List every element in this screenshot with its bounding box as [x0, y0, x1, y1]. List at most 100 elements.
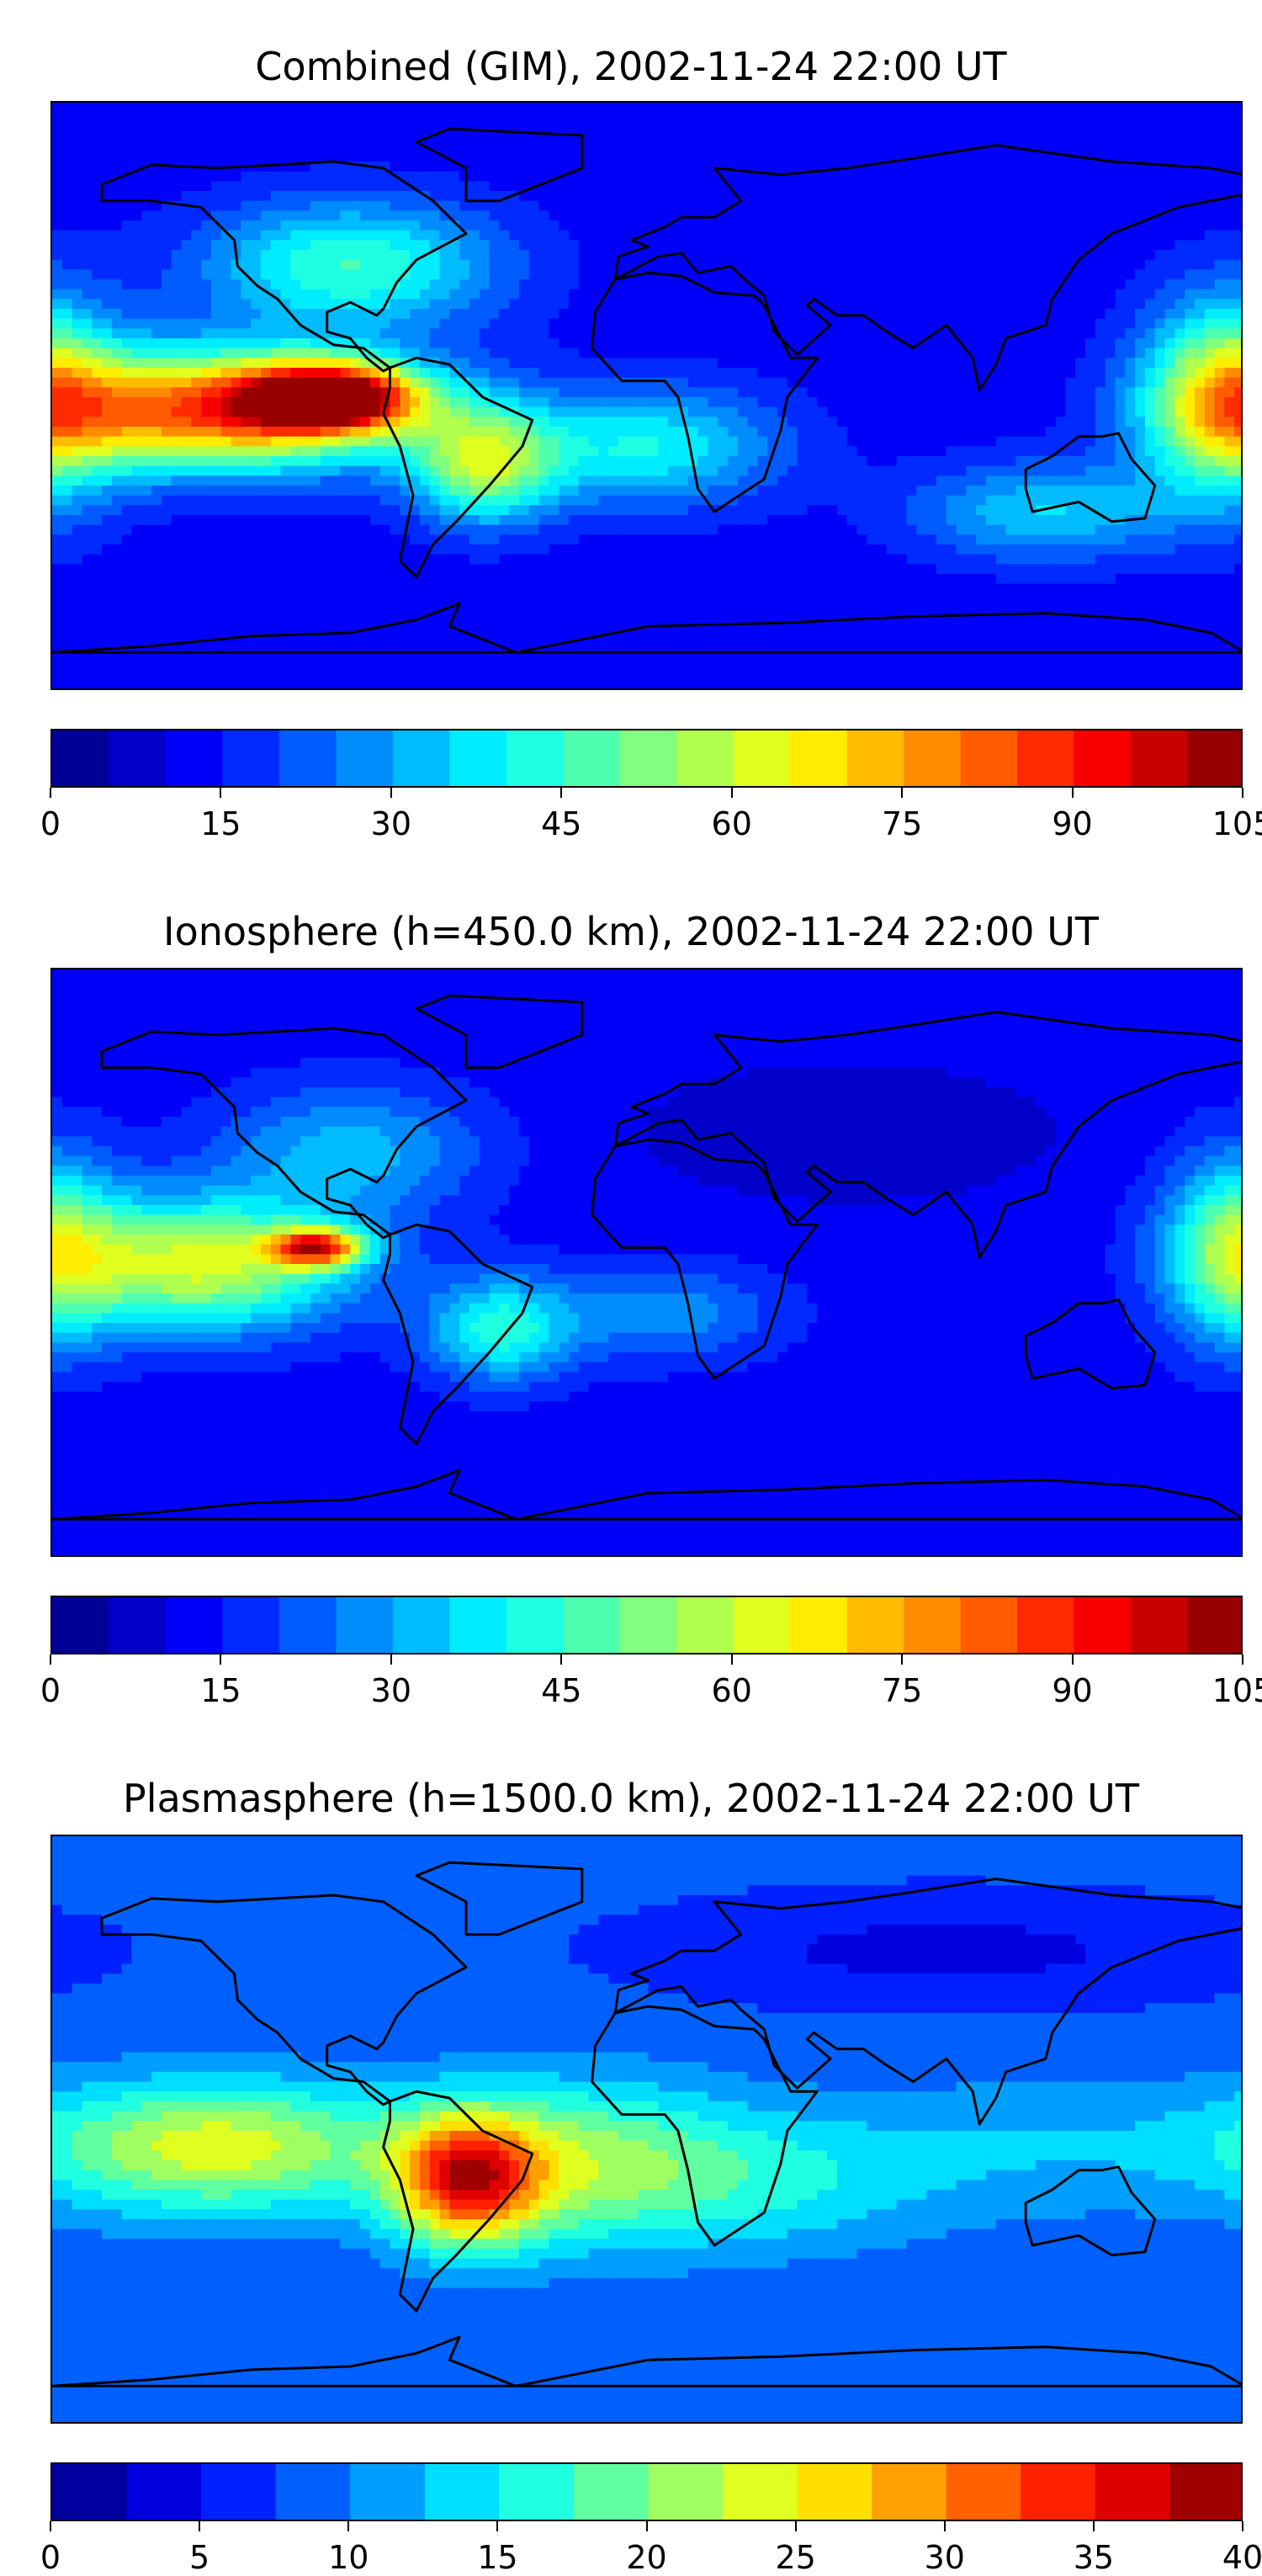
- heatmap-cell: [777, 151, 788, 162]
- heatmap-cell: [1085, 279, 1096, 290]
- heatmap-cell: [1026, 348, 1037, 359]
- heatmap-cell: [1045, 427, 1057, 438]
- heatmap-cell: [528, 141, 540, 152]
- heatmap-cell: [1204, 309, 1216, 320]
- heatmap-cell: [677, 486, 689, 497]
- heatmap-cell: [648, 486, 659, 497]
- heatmap-cell: [1164, 328, 1175, 339]
- heatmap-cell: [1055, 348, 1067, 359]
- heatmap-cell: [92, 112, 103, 123]
- heatmap-cell: [985, 475, 997, 486]
- heatmap-cell: [320, 230, 331, 241]
- heatmap-cell: [241, 200, 252, 211]
- heatmap-cell: [330, 230, 342, 241]
- heatmap-cell: [1194, 358, 1206, 369]
- heatmap-cell: [410, 328, 421, 339]
- heatmap-cell: [1234, 210, 1241, 221]
- heatmap-cell: [340, 141, 351, 152]
- heatmap-cell: [906, 132, 917, 143]
- heatmap-cell: [946, 259, 957, 270]
- heatmap-cell: [787, 250, 798, 261]
- heatmap-cell: [191, 220, 202, 231]
- heatmap-cell: [141, 200, 152, 211]
- heatmap-cell: [608, 132, 619, 143]
- heatmap-cell: [61, 505, 73, 516]
- heatmap-cell: [856, 259, 867, 270]
- heatmap-cell: [797, 151, 809, 162]
- heatmap-cell: [92, 181, 103, 192]
- heatmap-cell: [1175, 171, 1185, 182]
- heatmap-cell: [61, 122, 73, 133]
- heatmap-cell: [1234, 230, 1241, 241]
- heatmap-cell: [757, 162, 768, 173]
- heatmap-cell: [121, 299, 133, 310]
- heatmap-cell: [171, 289, 183, 300]
- heatmap-cell: [439, 338, 450, 349]
- heatmap-cell: [379, 112, 391, 123]
- heatmap-cell: [231, 279, 241, 290]
- heatmap-cell: [559, 240, 570, 251]
- heatmap-cell: [668, 122, 679, 133]
- heatmap-cell: [638, 475, 650, 486]
- heatmap-cell: [727, 141, 739, 152]
- heatmap-cell: [489, 328, 500, 339]
- heatmap-cell: [549, 318, 559, 329]
- heatmap-cell: [489, 318, 500, 329]
- heatmap-cell: [718, 141, 729, 152]
- heatmap-cell: [697, 259, 708, 270]
- heatmap-cell: [877, 486, 888, 497]
- heatmap-cell: [469, 191, 480, 202]
- heatmap-cell: [290, 259, 301, 270]
- heatmap-cell: [1105, 465, 1116, 476]
- heatmap-cell: [856, 103, 867, 114]
- heatmap-cell: [817, 103, 828, 114]
- heatmap-cell: [1175, 230, 1185, 241]
- heatmap-cell: [310, 436, 321, 447]
- heatmap-cell: [449, 279, 460, 290]
- heatmap-cell: [846, 318, 858, 329]
- heatmap-cell: [121, 151, 133, 162]
- heatmap-cell: [1234, 486, 1241, 497]
- heatmap-cell: [598, 151, 609, 162]
- heatmap-cell: [708, 269, 718, 280]
- heatmap-cell: [1085, 436, 1096, 447]
- heatmap-cell: [648, 309, 659, 320]
- heatmap-cell: [827, 122, 838, 133]
- heatmap-cell: [658, 132, 669, 143]
- heatmap-cell: [896, 348, 908, 359]
- heatmap-cell: [598, 103, 609, 114]
- heatmap-cell: [638, 299, 650, 310]
- heatmap-cell: [340, 318, 351, 329]
- heatmap-cell: [836, 210, 848, 221]
- heatmap-cell: [648, 475, 659, 486]
- heatmap-cell: [1185, 151, 1196, 162]
- heatmap-cell: [588, 475, 600, 486]
- heatmap-cell: [687, 112, 699, 123]
- heatmap-cell: [469, 181, 480, 192]
- heatmap-cell: [668, 427, 679, 438]
- heatmap-cell: [410, 259, 421, 270]
- heatmap-cell: [1204, 240, 1216, 251]
- heatmap-cell: [459, 358, 470, 369]
- heatmap-cell: [340, 181, 351, 192]
- heatmap-cell: [1115, 269, 1126, 280]
- heatmap-cell: [817, 406, 828, 417]
- heatmap-cell: [995, 368, 1007, 379]
- heatmap-cell: [867, 240, 878, 251]
- heatmap-cell: [1015, 397, 1026, 408]
- heatmap-cell: [856, 348, 867, 359]
- heatmap-cell: [479, 259, 490, 270]
- heatmap-cell: [251, 368, 262, 379]
- heatmap-cell: [1135, 141, 1146, 152]
- heatmap-cell: [102, 427, 113, 438]
- heatmap-cell: [410, 456, 421, 467]
- heatmap-cell: [251, 387, 262, 398]
- heatmap-cell: [390, 368, 400, 379]
- heatmap-cell: [1144, 171, 1156, 182]
- heatmap-cell: [459, 495, 470, 506]
- heatmap-cell: [92, 220, 103, 231]
- heatmap-cell: [628, 191, 639, 202]
- heatmap-cell: [270, 132, 282, 143]
- heatmap-cell: [82, 141, 93, 152]
- heatmap-cell: [280, 132, 291, 143]
